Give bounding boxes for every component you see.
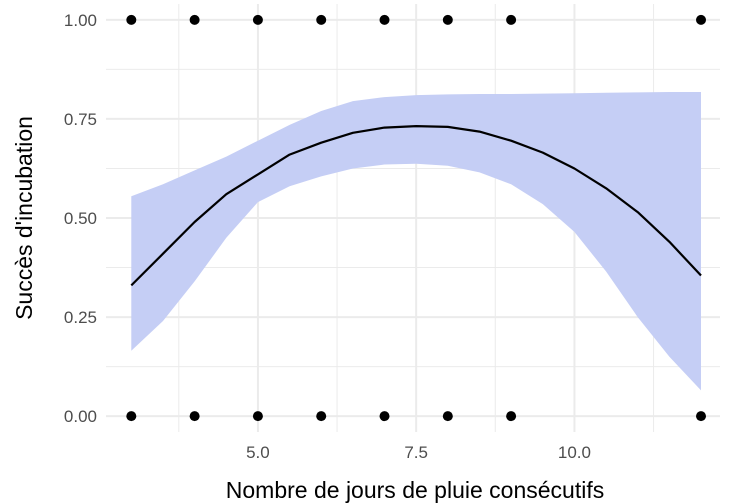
- data-point: [126, 14, 137, 25]
- fit-line-layer: [130, 124, 702, 287]
- x-tick-label: 5.0: [246, 443, 270, 462]
- y-tick-label: 0.50: [64, 209, 97, 228]
- data-point: [696, 14, 707, 25]
- data-point: [379, 411, 390, 422]
- x-tick-label: 7.5: [404, 443, 428, 462]
- data-point: [316, 411, 327, 422]
- data-point: [442, 411, 453, 422]
- data-point: [696, 411, 707, 422]
- data-point: [189, 14, 200, 25]
- data-point: [316, 14, 327, 25]
- data-point: [506, 14, 517, 25]
- data-point: [379, 14, 390, 25]
- x-axis-title: Nombre de jours de pluie consécutifs: [226, 477, 604, 503]
- y-tick-labels: 0.00 0.25 0.50 0.75 1.00: [64, 11, 97, 426]
- y-tick-label: 0.00: [64, 407, 97, 426]
- data-point: [252, 14, 263, 25]
- confidence-ribbon-layer: [131, 92, 702, 391]
- y-tick-label: 0.25: [64, 308, 97, 327]
- data-points-layer: [126, 14, 707, 422]
- fit-line: [130, 124, 702, 287]
- x-tick-label: 10.0: [558, 443, 591, 462]
- y-tick-label: 0.75: [64, 110, 97, 129]
- y-tick-label: 1.00: [64, 11, 97, 30]
- x-tick-labels: 5.0 7.5 10.0: [246, 443, 591, 462]
- confidence-ribbon: [131, 92, 702, 391]
- y-axis-title: Succès d'incubation: [11, 116, 37, 320]
- data-point: [506, 411, 517, 422]
- data-point: [189, 411, 200, 422]
- data-point: [252, 411, 263, 422]
- data-point: [126, 411, 137, 422]
- data-point: [442, 14, 453, 25]
